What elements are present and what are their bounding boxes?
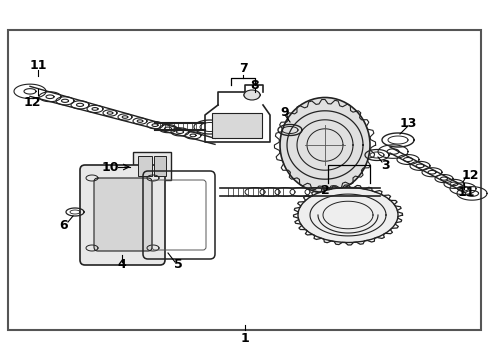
Bar — [138, 156, 152, 176]
Text: 9: 9 — [281, 105, 289, 118]
FancyBboxPatch shape — [94, 178, 152, 251]
Text: 11: 11 — [457, 185, 475, 198]
Ellipse shape — [280, 98, 370, 193]
Text: 11: 11 — [29, 59, 47, 72]
Text: 4: 4 — [118, 258, 126, 271]
Text: 12: 12 — [23, 95, 41, 108]
Bar — [133, 152, 171, 180]
Text: 10: 10 — [101, 161, 119, 174]
Bar — [8, 30, 481, 330]
Text: 3: 3 — [381, 158, 390, 171]
Text: 12: 12 — [461, 168, 479, 181]
Text: 6: 6 — [60, 219, 68, 231]
FancyBboxPatch shape — [80, 165, 165, 265]
Bar — [212, 113, 262, 138]
Text: 2: 2 — [320, 184, 329, 197]
Text: 5: 5 — [173, 258, 182, 271]
Text: 7: 7 — [239, 62, 247, 75]
Text: 1: 1 — [241, 332, 249, 345]
Text: 13: 13 — [399, 117, 416, 130]
Ellipse shape — [244, 90, 260, 100]
Ellipse shape — [298, 188, 398, 243]
Bar — [154, 156, 166, 176]
Text: 8: 8 — [251, 78, 259, 91]
